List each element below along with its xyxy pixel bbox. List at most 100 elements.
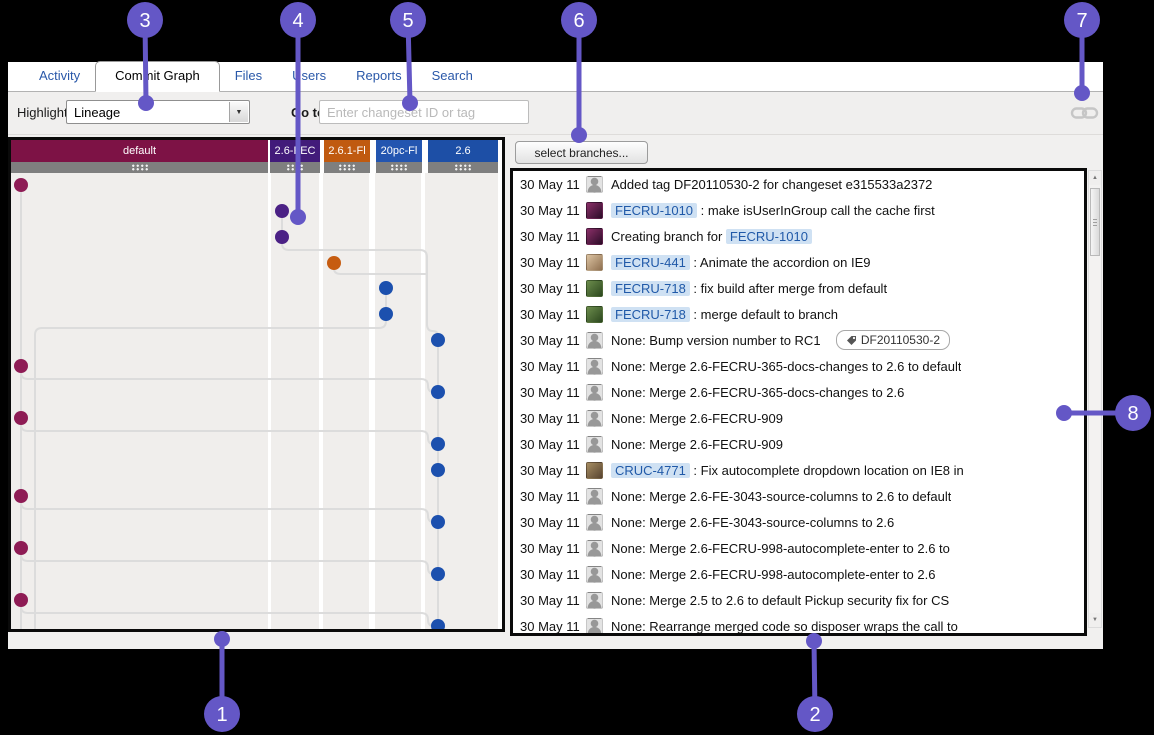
commit-dot[interactable] [327,256,341,270]
commit-row[interactable]: 30 May 11 None: Merge 2.6-FECRU-365-docs-… [513,353,1084,379]
commit-date: 30 May 11 [520,176,580,192]
commit-row[interactable]: 30 May 11 None: Merge 2.6-FECRU-998-autoc… [513,561,1084,587]
commit-row[interactable]: 30 May 11 Creating branch for FECRU-1010 [513,223,1084,249]
scroll-up-arrow-icon[interactable]: ▲ [1089,171,1101,185]
branch-header-20pc-fl[interactable]: 20pc-Fl [376,140,422,162]
commit-dot[interactable] [431,437,445,451]
commit-row[interactable]: 30 May 11 None: Merge 2.6-FE-3043-source-… [513,483,1084,509]
scroll-down-arrow-icon[interactable]: ▼ [1089,613,1101,627]
commit-dot[interactable] [431,567,445,581]
commit-date: 30 May 11 [520,592,580,608]
svg-text:5: 5 [402,10,413,32]
commit-dot[interactable] [275,230,289,244]
commit-message: Creating branch for FECRU-1010 [611,228,812,244]
commit-row[interactable]: 30 May 11 None: Rearrange merged code so … [513,613,1084,633]
scrollbar[interactable]: ▲ ▼ [1088,170,1102,628]
branch-grip-icon[interactable] [324,162,370,173]
commit-date: 30 May 11 [520,436,580,452]
goto-input[interactable] [319,100,529,124]
commit-row[interactable]: 30 May 11 FECRU-441 : Animate the accordi… [513,249,1084,275]
branch-header-2.6[interactable]: 2.6 [428,140,498,162]
scrollbar-thumb[interactable] [1090,188,1100,256]
tab-files[interactable]: Files [234,68,263,83]
avatar [586,409,603,427]
graph-edge [20,547,439,575]
avatar [586,487,603,505]
avatar [586,253,603,271]
svg-text:6: 6 [573,10,584,32]
commit-dot[interactable] [379,281,393,295]
graph-edge [20,599,439,627]
issue-key-link[interactable]: FECRU-718 [611,280,690,296]
commit-dot[interactable] [431,333,445,347]
commit-dot[interactable] [14,593,28,607]
commit-message: None: Merge 2.6-FECRU-998-autocomplete-e… [611,566,936,582]
commit-message: FECRU-718 : fix build after merge from d… [611,280,887,296]
commit-dot[interactable] [14,489,28,503]
commit-row[interactable]: 30 May 11 Added tag DF20110530-2 for chan… [513,171,1084,197]
commit-row[interactable]: 30 May 11 None: Merge 2.6-FECRU-365-docs-… [513,379,1084,405]
commit-date: 30 May 11 [520,332,580,348]
commit-dot[interactable] [431,619,445,629]
tab-activity[interactable]: Activity [39,68,81,83]
avatar [586,227,603,245]
commit-row[interactable]: 30 May 11 None: Bump version number to RC… [513,327,1084,353]
tab-search[interactable]: Search [431,68,473,83]
commit-row[interactable]: 30 May 11 FECRU-718 : merge default to br… [513,301,1084,327]
avatar [586,617,603,633]
commit-message: FECRU-718 : merge default to branch [611,306,838,322]
commit-graph-panel: default 2.6-FEC 2.6.1-Fl 20pc-Fl 2.6 [8,137,505,632]
select-branches-button[interactable]: select branches... [515,141,648,164]
highlight-select[interactable]: Lineage ▼ [66,100,250,124]
commit-dot[interactable] [431,385,445,399]
commit-row[interactable]: 30 May 11 None: Merge 2.6-FECRU-998-autoc… [513,535,1084,561]
commit-dot[interactable] [14,359,28,373]
tab-reports[interactable]: Reports [356,68,402,83]
issue-key-link[interactable]: FECRU-718 [611,306,690,322]
issue-key-link[interactable]: FECRU-441 [611,254,690,270]
graph-edge [20,365,439,393]
branch-header-2.6.1-fl[interactable]: 2.6.1-Fl [324,140,370,162]
branch-grip-icon[interactable] [428,162,498,173]
commit-date: 30 May 11 [520,202,580,218]
callout-badge [797,696,833,732]
commit-date: 30 May 11 [520,228,580,244]
commit-dot[interactable] [431,463,445,477]
commit-dot[interactable] [14,541,28,555]
tab-users[interactable]: Users [292,68,327,83]
commit-graph[interactable] [11,173,502,629]
commit-row[interactable]: 30 May 11 FECRU-718 : fix build after mer… [513,275,1084,301]
commit-row[interactable]: 30 May 11 CRUC-4771 : Fix autocomplete dr… [513,457,1084,483]
commit-row[interactable]: 30 May 11 None: Merge 2.6-FE-3043-source-… [513,509,1084,535]
branch-grip-icon[interactable] [376,162,422,173]
tag-badge: DF20110530-2 [835,330,950,350]
commit-dot[interactable] [14,178,28,192]
branch-grip-icon[interactable] [270,162,320,173]
link-icon[interactable] [1070,105,1100,121]
commit-dot[interactable] [14,411,28,425]
issue-key-link[interactable]: CRUC-4771 [611,462,690,478]
branch-grip-icon[interactable] [11,162,268,173]
issue-key-link[interactable]: FECRU-1010 [725,228,812,244]
highlight-label: Highlight [17,105,68,120]
commit-date: 30 May 11 [520,514,580,530]
commit-message: CRUC-4771 : Fix autocomplete dropdown lo… [611,462,964,478]
commit-row[interactable]: 30 May 11 FECRU-1010 : make isUserInGroup… [513,197,1084,223]
tab-commit-graph[interactable]: Commit Graph [95,61,220,92]
commit-dot[interactable] [379,307,393,321]
branch-header-default[interactable]: default [11,140,268,162]
branch-header-2.6-fec[interactable]: 2.6-FEC [270,140,320,162]
commit-message: None: Merge 2.5 to 2.6 to default Pickup… [611,592,950,608]
commit-row[interactable]: 30 May 11 None: Merge 2.6-FECRU-909 [513,431,1084,457]
chevron-down-icon[interactable]: ▼ [229,102,248,122]
issue-key-link[interactable]: FECRU-1010 [611,202,698,218]
callout-badge [1115,395,1151,431]
commit-dot[interactable] [275,204,289,218]
commit-dot[interactable] [431,515,445,529]
commit-message: None: Merge 2.6-FECRU-909 [611,436,783,452]
callout-badge [204,696,240,732]
avatar [586,201,603,219]
commit-row[interactable]: 30 May 11 None: Merge 2.5 to 2.6 to defau… [513,587,1084,613]
commit-row[interactable]: 30 May 11 None: Merge 2.6-FECRU-909 [513,405,1084,431]
